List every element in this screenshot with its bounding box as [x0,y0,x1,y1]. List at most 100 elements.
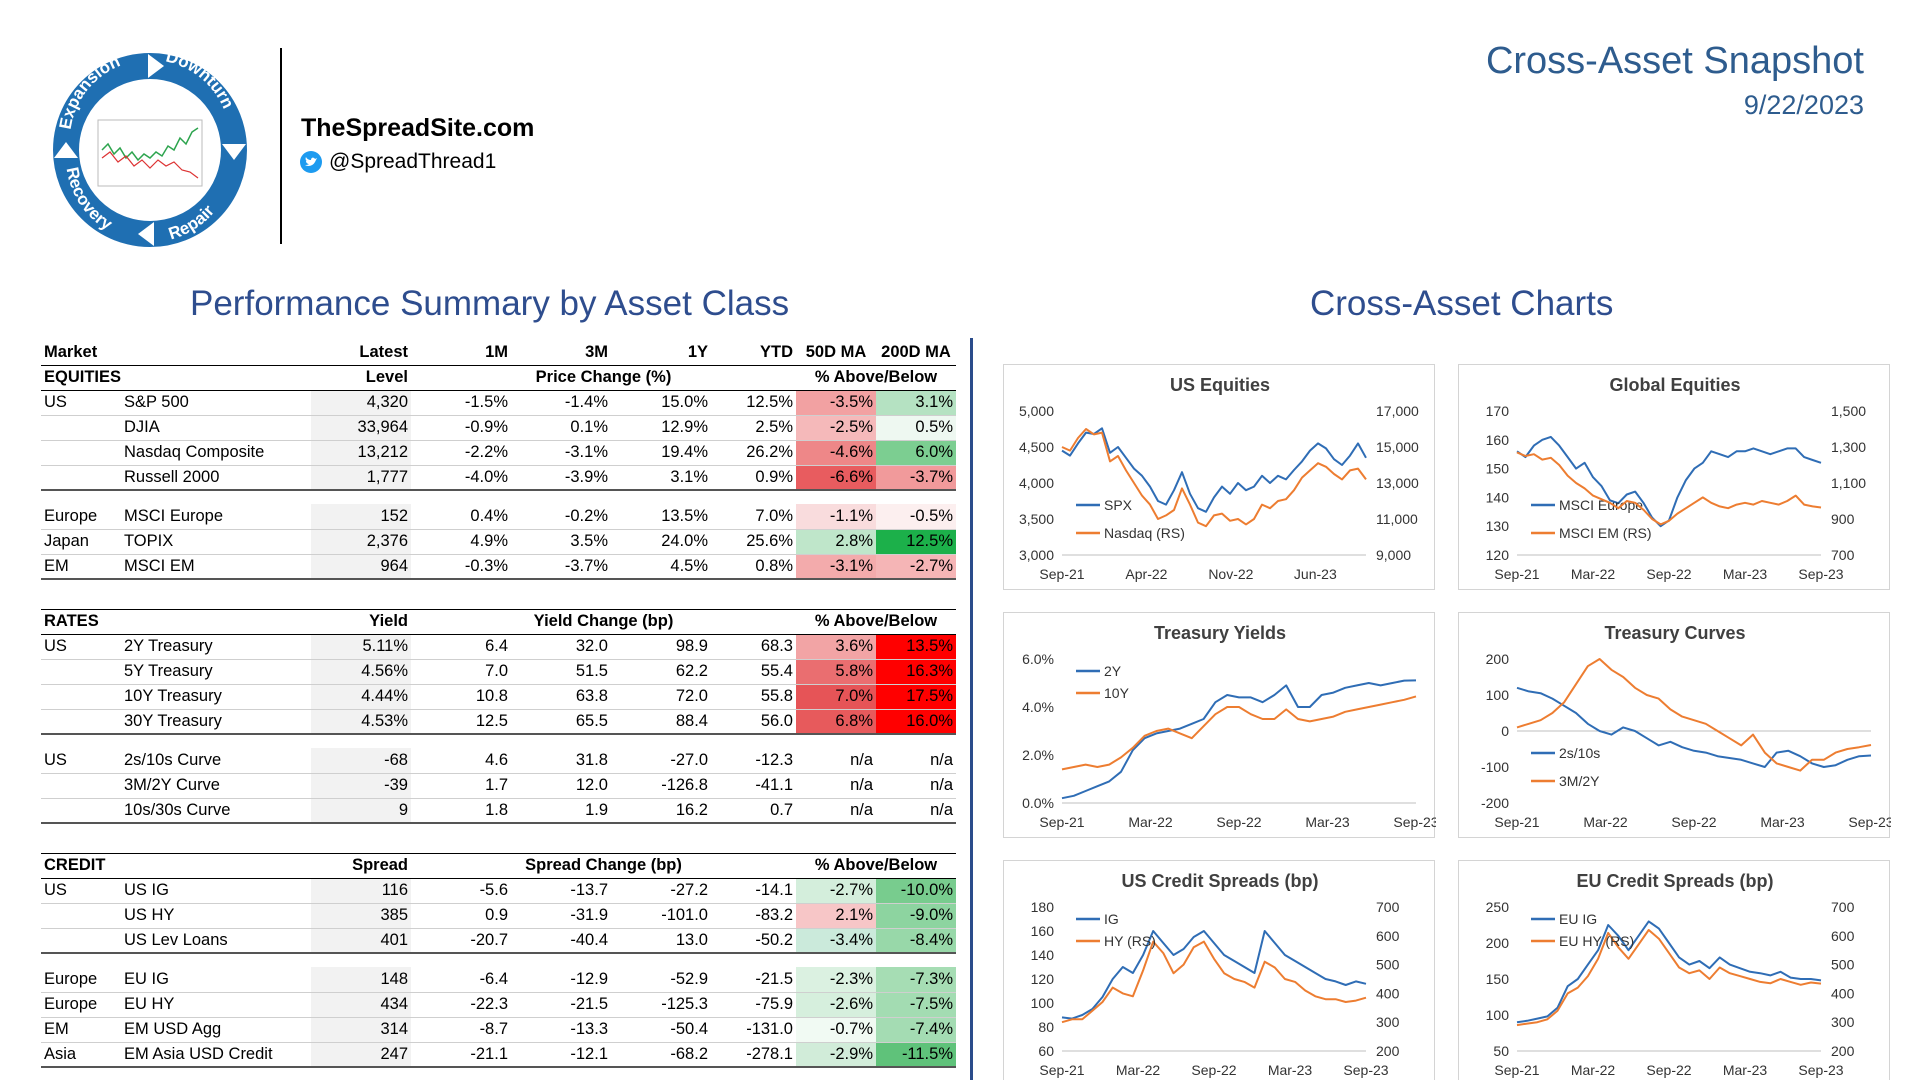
x-tick-label: Mar-22 [1128,814,1173,830]
legend-label: MSCI Europe [1559,497,1643,513]
cell-latest: 2,376 [311,529,411,555]
cell-latest: 964 [311,554,411,580]
table-row: EM EM USD Agg 314 -8.7 -13.3 -50.4 -131.0 -0.7%… [41,1017,956,1043]
x-tick-label: Mar-23 [1723,1062,1768,1078]
y-tick-label: 6.0% [1022,651,1054,667]
section-name: EQUITIES [41,364,311,391]
cell-ma50: -3.4% [796,928,876,954]
y-tick-label: 140 [1486,489,1510,505]
x-tick-label: Sep-21 [1039,1062,1084,1078]
y2-tick-label: 300 [1376,1014,1400,1030]
column-header: 1Y [687,342,708,361]
cell-region: US [41,390,121,416]
y-tick-label: 100 [1031,995,1055,1011]
cell-name: EM USD Agg [121,1017,311,1043]
x-tick-label: Sep-21 [1494,566,1539,582]
cell-ma200: n/a [876,798,956,824]
y-tick-label: 160 [1031,923,1055,939]
table-row: Europe EU HY 434 -22.3 -21.5 -125.3 -75.9 -2.6%… [41,992,956,1018]
level-label: Spread [311,852,411,879]
cell-ma200: 3.1% [876,390,956,416]
x-tick-label: Sep-23 [1798,566,1843,582]
page-title: Cross-Asset Snapshot [1485,40,1864,82]
cell-ma50: -1.1% [796,504,876,530]
y-tick-label: 150 [1486,971,1510,987]
x-tick-label: Mar-23 [1723,566,1768,582]
cell-region: EM [41,554,121,580]
cell-ytd: -278.1 [711,1042,796,1068]
cell-m1: 1.7 [411,773,511,799]
cell-name: 10Y Treasury [121,684,311,710]
cell-m1: 4.9% [411,529,511,555]
cell-m3: -21.5 [511,992,611,1018]
chart-treasury-curves: Treasury Curves -200 -100 0 100 200 Sep-21 Mar-… [1458,612,1891,838]
y2-tick-label: 300 [1831,1014,1855,1030]
cell-ytd: -41.1 [711,773,796,799]
cell-ma200: -7.3% [876,967,956,993]
y-tick-label: 170 [1486,403,1510,419]
y-tick-label: 250 [1486,899,1510,915]
legend-label: HY (RS) [1104,933,1156,949]
cell-name: US Lev Loans [121,928,311,954]
cell-region [41,659,121,685]
x-tick-label: Apr-22 [1125,566,1167,582]
cell-ytd: 68.3 [711,634,796,660]
chart-treasury-yields: Treasury Yields 0.0% 2.0% 4.0% 6.0% Sep-21 Mar… [1003,612,1436,838]
cell-y1: 88.4 [611,709,711,735]
cell-y1: -27.2 [611,878,711,904]
chart-title: Treasury Curves [1604,623,1745,643]
cell-ma200: n/a [876,748,956,774]
x-tick-label: Sep-21 [1039,814,1084,830]
cell-m1: 1.8 [411,798,511,824]
cell-ma50: 6.8% [796,709,876,735]
chart-us-credit-spreads: US Credit Spreads (bp) 60 80 100 120 140 160 18… [1003,860,1435,1080]
page-date: 9/22/2023 [1743,90,1864,120]
y-tick-label: 200 [1486,935,1510,951]
table-row: US Lev Loans 401 -20.7 -40.4 13.0 -50.2 -3.4% -… [41,928,956,954]
cell-y1: 62.2 [611,659,711,685]
cell-latest: 148 [311,967,411,993]
cell-ytd: -12.3 [711,748,796,774]
cell-latest: 152 [311,504,411,530]
cell-ma200: 12.5% [876,529,956,555]
table-row: 10s/30s Curve 9 1.8 1.9 16.2 0.7 n/a n/a [41,798,956,824]
y-tick-label: 130 [1486,518,1510,534]
cell-m1: 0.4% [411,504,511,530]
column-header: Market [44,342,98,361]
cell-ma200: -10.0% [876,878,956,904]
svg-text:Expansion: Expansion [56,52,123,131]
cell-m3: 65.5 [511,709,611,735]
table-row: 10Y Treasury 4.44% 10.8 63.8 72.0 55.8 7.0% 17.… [41,684,956,710]
cell-y1: 72.0 [611,684,711,710]
cell-ytd: -14.1 [711,878,796,904]
cell-ytd: 2.5% [711,415,796,441]
cell-name: 2s/10s Curve [121,748,311,774]
cell-ma200: -0.5% [876,504,956,530]
cell-ma50: -2.5% [796,415,876,441]
cell-ma50: -0.7% [796,1017,876,1043]
cell-m1: -4.0% [411,465,511,491]
charts-title: Cross-Asset Charts [1310,284,1614,323]
series-line-0 [1061,427,1367,513]
cell-y1: -126.8 [611,773,711,799]
cell-latest: 4,320 [311,390,411,416]
twitter-link[interactable]: @SpreadThread1 [300,150,496,174]
cell-y1: -125.3 [611,992,711,1018]
cell-ma50: 2.8% [796,529,876,555]
cell-m3: 51.5 [511,659,611,685]
cell-y1: 12.9% [611,415,711,441]
brand-name[interactable]: TheSpreadSite.com [301,114,535,142]
twitter-handle: @SpreadThread1 [329,150,497,173]
cell-m1: -20.7 [411,928,511,954]
cell-latest: 401 [311,928,411,954]
cell-name: 30Y Treasury [121,709,311,735]
cell-ytd: -21.5 [711,967,796,993]
table-row: DJIA 33,964 -0.9% 0.1% 12.9% 2.5% -2.5% 0.5% [41,415,956,441]
cell-region: US [41,634,121,660]
cell-region [41,440,121,466]
y-tick-label: 0 [1501,723,1509,739]
y-tick-label: 4,500 [1019,439,1054,455]
y-tick-label: 3,500 [1019,511,1054,527]
cell-ma200: 16.3% [876,659,956,685]
cell-latest: 314 [311,1017,411,1043]
